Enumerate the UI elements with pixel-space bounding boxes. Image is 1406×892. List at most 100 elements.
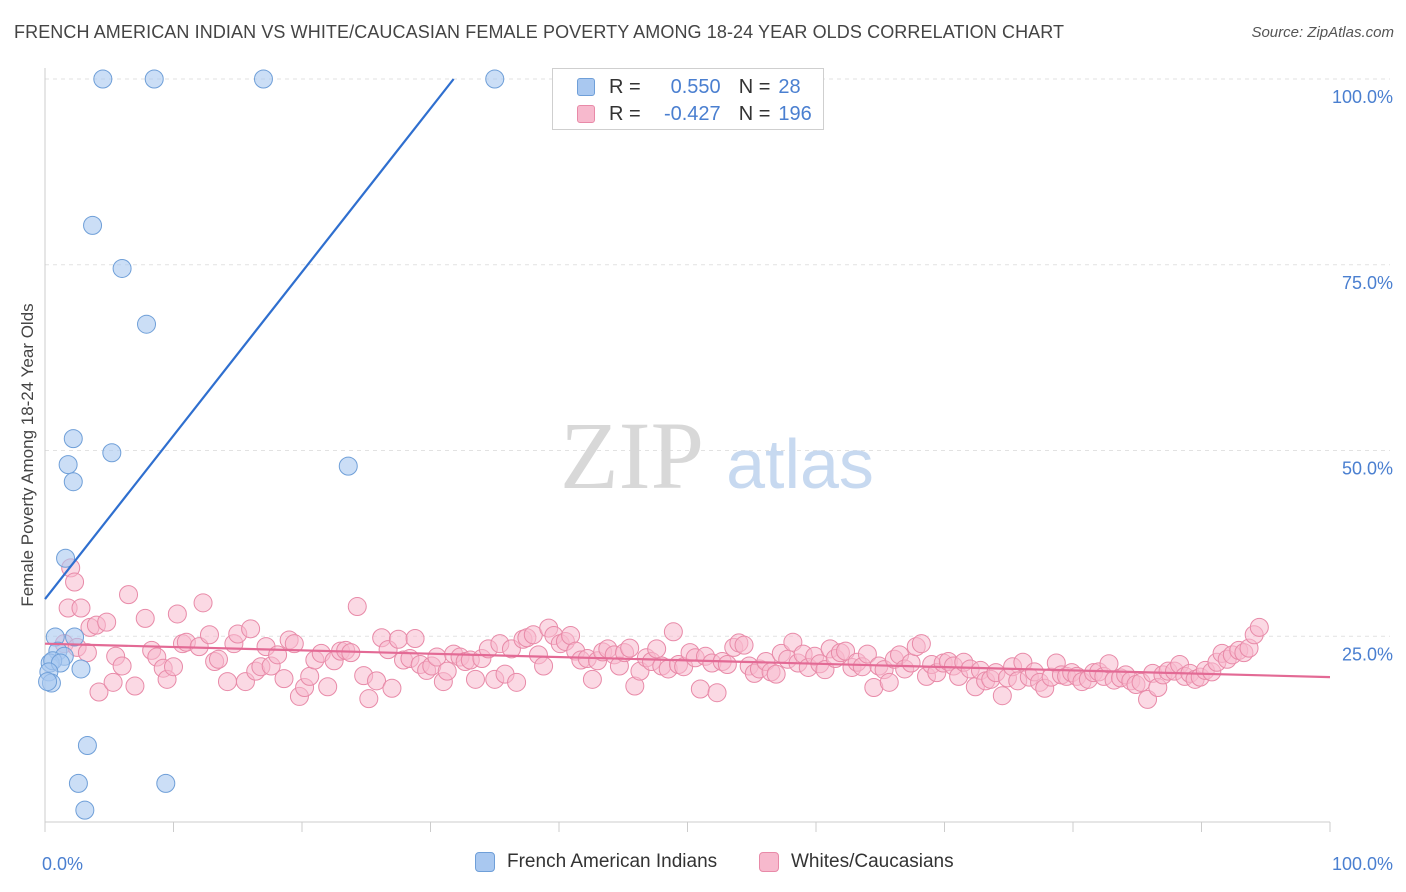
data-point-whites-caucasians [77, 643, 97, 663]
data-point-whites-caucasians [103, 672, 123, 692]
y-tick-label: 75.0% [1342, 273, 1393, 293]
data-point-whites-caucasians [992, 686, 1012, 706]
data-point-french-american-indians [156, 773, 176, 793]
data-point-whites-caucasians [318, 677, 338, 697]
data-point-whites-caucasians [193, 593, 213, 613]
data-point-whites-caucasians [300, 666, 320, 686]
data-point-french-american-indians [75, 800, 95, 820]
data-point-whites-caucasians [766, 664, 786, 684]
series-whites-caucasians [54, 558, 1269, 709]
data-point-whites-caucasians [901, 653, 921, 673]
data-point-whites-caucasians [125, 676, 145, 696]
data-point-whites-caucasians [879, 672, 899, 692]
legend-swatch-blue [475, 852, 495, 872]
data-point-whites-caucasians [164, 657, 183, 677]
data-point-french-american-indians [102, 443, 122, 463]
r-value: -0.427 [663, 102, 721, 125]
watermark-zip: ZIP [560, 402, 704, 509]
data-point-french-american-indians [58, 455, 78, 475]
data-point-whites-caucasians [690, 679, 710, 699]
data-point-whites-caucasians [405, 628, 425, 648]
data-point-whites-caucasians [717, 654, 737, 674]
data-point-whites-caucasians [135, 608, 155, 628]
data-point-whites-caucasians [620, 638, 640, 658]
data-point-french-american-indians [253, 69, 273, 89]
data-point-french-american-indians [338, 456, 358, 476]
data-point-whites-caucasians [836, 641, 856, 661]
legend-item-french-american-indians[interactable]: French American Indians [475, 851, 717, 873]
data-point-whites-caucasians [534, 656, 554, 676]
data-point-french-american-indians [63, 472, 83, 492]
data-point-whites-caucasians [217, 672, 237, 692]
data-point-whites-caucasians [465, 669, 485, 689]
data-point-whites-caucasians [507, 672, 527, 692]
n-label: N = [738, 75, 771, 98]
data-point-whites-caucasians [347, 597, 367, 617]
data-point-french-american-indians [83, 215, 103, 235]
trend-lines [44, 78, 1331, 679]
trend-line-french-american-indians [44, 78, 455, 600]
stats-row-french-american-indians: R = 0.550 N = 28 [577, 75, 801, 99]
data-point-whites-caucasians [857, 644, 877, 664]
data-point-french-american-indians [65, 627, 85, 647]
stats-legend: R = 0.550 N = 28 R = -0.427 N = 196 [552, 68, 824, 130]
x-tick-label: 100.0% [1332, 854, 1393, 874]
legend-swatch-pink [577, 105, 595, 123]
data-point-french-american-indians [485, 69, 505, 89]
data-point-french-american-indians [56, 548, 76, 568]
x-tick-label: 0.0% [42, 854, 83, 874]
data-point-french-american-indians [112, 258, 132, 278]
data-point-whites-caucasians [208, 649, 228, 669]
data-point-whites-caucasians [65, 572, 85, 592]
data-point-whites-caucasians [1249, 617, 1269, 637]
legend-swatch-blue [577, 78, 595, 96]
chart-title: FRENCH AMERICAN INDIAN VS WHITE/CAUCASIA… [14, 22, 1065, 42]
data-point-french-american-indians [63, 429, 83, 449]
stats-row-whites-caucasians: R = -0.427 N = 196 [577, 102, 812, 126]
data-point-french-american-indians [93, 69, 113, 89]
r-value: 0.550 [670, 75, 721, 98]
legend-label: French American Indians [507, 851, 718, 872]
r-label: R = [609, 75, 641, 98]
data-point-whites-caucasians [382, 678, 402, 698]
y-tick-label: 50.0% [1342, 459, 1393, 479]
source-label: Source: ZipAtlas.com [1251, 24, 1394, 41]
watermark-atlas: atlas [726, 425, 874, 503]
y-tick-label: 25.0% [1342, 644, 1393, 664]
data-point-whites-caucasians [112, 656, 132, 676]
data-point-french-american-indians [38, 672, 58, 692]
data-point-whites-caucasians [359, 689, 379, 709]
data-point-whites-caucasians [734, 635, 754, 655]
r-label: R = [609, 102, 641, 125]
data-point-french-american-indians [137, 314, 157, 334]
data-point-whites-caucasians [437, 661, 457, 681]
legend-label: Whites/Caucasians [791, 851, 954, 872]
series-legend: French American Indians Whites/Caucasian… [0, 851, 1406, 877]
data-point-whites-caucasians [89, 682, 109, 702]
data-point-whites-caucasians [274, 669, 294, 689]
data-point-whites-caucasians [388, 629, 408, 649]
data-point-whites-caucasians [707, 683, 727, 703]
n-label: N = [738, 102, 771, 125]
data-point-whites-caucasians [284, 634, 304, 654]
data-point-whites-caucasians [367, 671, 387, 691]
data-point-whites-caucasians [199, 625, 219, 645]
data-point-whites-caucasians [647, 639, 667, 659]
n-value: 196 [778, 102, 812, 125]
n-value: 28 [778, 75, 801, 98]
data-point-whites-caucasians [582, 669, 602, 689]
legend-swatch-pink [759, 852, 779, 872]
data-point-french-american-indians [144, 69, 164, 89]
data-point-whites-caucasians [663, 622, 683, 642]
data-point-whites-caucasians [71, 598, 91, 618]
grid [45, 78, 1390, 637]
tick-labels: 25.0% 50.0% 75.0% 100.0% 0.0% 100.0% [42, 87, 1393, 874]
y-tick-label: 100.0% [1332, 87, 1393, 107]
data-point-whites-caucasians [97, 612, 117, 632]
axes [44, 68, 1331, 832]
data-point-french-american-indians [68, 773, 88, 793]
data-point-whites-caucasians [241, 619, 261, 639]
legend-item-whites-caucasians[interactable]: Whites/Caucasians [759, 851, 954, 873]
data-point-french-american-indians [77, 735, 97, 755]
